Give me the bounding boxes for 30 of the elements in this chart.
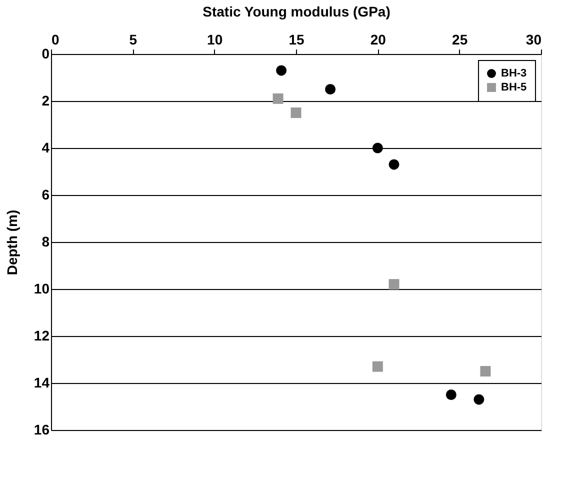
point [290, 108, 302, 118]
point [388, 279, 400, 290]
x-tick-label: 20 [370, 32, 386, 48]
point [480, 366, 491, 376]
x-tick-label: 5 [129, 32, 138, 48]
point [372, 142, 383, 154]
y-axis-title: Depth (m) [4, 210, 20, 276]
point [388, 159, 400, 170]
point [272, 93, 284, 104]
y-tick-label: 6 [42, 186, 50, 202]
y-tick-label: 4 [42, 140, 50, 156]
y-tick-label: 16 [34, 422, 50, 438]
y-tick-label: 0 [42, 46, 50, 62]
x-tick-label: 10 [207, 32, 223, 48]
x-tick-label: 30 [526, 32, 542, 48]
point [446, 390, 456, 400]
y-tick-label: 14 [34, 374, 50, 390]
point [474, 394, 484, 405]
point [276, 65, 287, 76]
x-tick-label: 25 [452, 32, 468, 48]
x-axis-title: Static Young modulus (GPa) [202, 4, 390, 20]
point [372, 361, 383, 372]
y-tick-label: 10 [34, 280, 50, 296]
y-tick-label: 8 [42, 234, 50, 250]
legend-label: BH-5 [501, 82, 527, 94]
legend-label: BH-3 [501, 68, 527, 80]
x-tick-label: 15 [288, 32, 304, 48]
y-tick-label: 2 [42, 92, 50, 108]
y-tick-label: 12 [34, 328, 50, 344]
point [325, 84, 336, 94]
